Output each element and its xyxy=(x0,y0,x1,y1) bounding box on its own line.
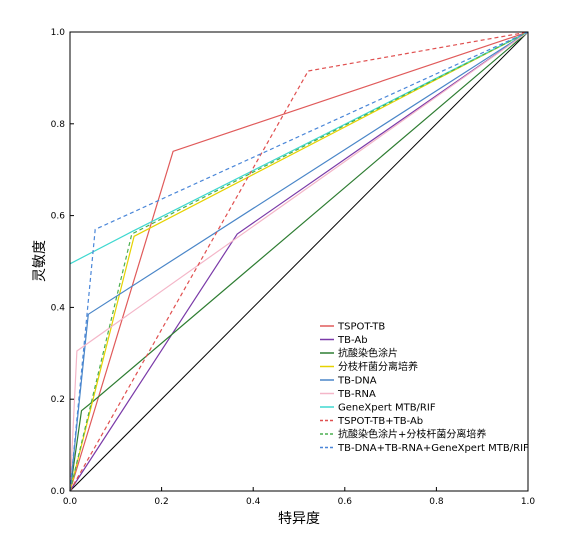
series-line-3 xyxy=(69,31,529,492)
plot-frame xyxy=(69,31,529,492)
legend-label-3: 分枝杆菌分离培养 xyxy=(338,360,418,373)
legend-label-0: TSPOT-TB xyxy=(337,322,385,333)
series-line-2 xyxy=(69,31,529,492)
x-tick-label: 0.8 xyxy=(429,497,444,507)
plot-area xyxy=(69,31,529,492)
series-line-7 xyxy=(69,31,529,492)
legend-label-7: TSPOT-TB+TB-Ab xyxy=(337,416,423,427)
legend-label-1: TB-Ab xyxy=(337,335,368,346)
x-tick-label: 0.0 xyxy=(63,497,78,507)
series-line-1 xyxy=(69,31,529,492)
y-tick-label: 0.6 xyxy=(51,212,66,222)
x-axis-title: 特异度 xyxy=(278,511,320,527)
y-tick-label: 1.0 xyxy=(51,28,66,38)
y-tick-label: 0.4 xyxy=(51,303,66,313)
series-line-6 xyxy=(69,31,529,265)
series-line-0 xyxy=(69,31,529,492)
legend-label-8: 抗酸染色涂片+分枝杆菌分离培养 xyxy=(338,428,486,441)
legend-label-2: 抗酸染色涂片 xyxy=(338,347,398,360)
y-tick-label: 0.2 xyxy=(51,395,65,405)
reference-diagonal-line xyxy=(69,31,529,492)
y-tick-label: 0.0 xyxy=(51,487,66,497)
series-line-5 xyxy=(69,31,529,492)
x-tick-label: 0.6 xyxy=(338,497,353,507)
series-line-8 xyxy=(69,31,529,492)
legend-label-4: TB-DNA xyxy=(337,376,377,387)
x-tick-label: 1.0 xyxy=(521,497,536,507)
legend-label-9: TB-DNA+TB-RNA+GeneXpert MTB/RIF xyxy=(337,443,529,454)
legend-label-6: GeneXpert MTB/RIF xyxy=(338,403,436,414)
x-tick-label: 0.2 xyxy=(154,497,168,507)
axes: 0.00.0 0.2 0.2 0.4 0.4 0.6 0.6 0.8 0.8 1.0 1.0 xyxy=(51,28,536,507)
x-tick-label: 0.4 xyxy=(246,497,261,507)
y-tick-label: 0.8 xyxy=(51,120,66,130)
series-line-9 xyxy=(69,31,529,492)
y-axis-title: 灵敏度 xyxy=(32,240,48,282)
legend-label-5: TB-RNA xyxy=(337,389,376,400)
